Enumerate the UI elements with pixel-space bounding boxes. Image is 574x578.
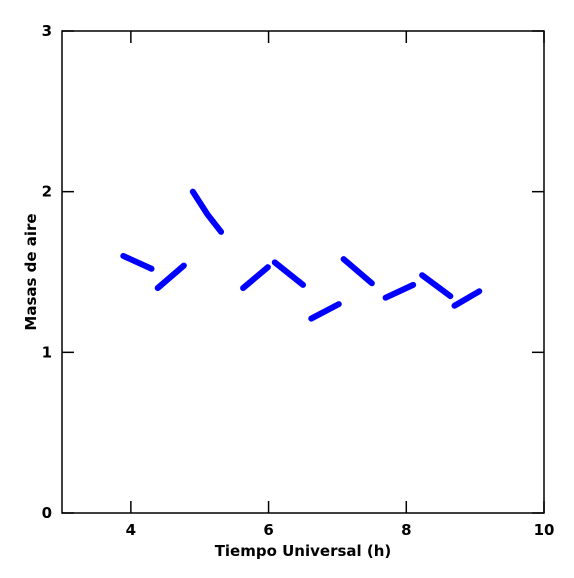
y-tick-label: 1 bbox=[42, 343, 52, 361]
y-tick-label: 0 bbox=[42, 504, 52, 522]
x-tick-label: 8 bbox=[401, 521, 411, 539]
x-tick-label: 10 bbox=[534, 521, 555, 539]
x-axis-label: Tiempo Universal (h) bbox=[215, 542, 392, 560]
y-tick-label: 2 bbox=[42, 183, 52, 201]
y-axis-label: Masas de aire bbox=[22, 213, 40, 330]
x-tick-label: 6 bbox=[263, 521, 273, 539]
x-tick-label: 4 bbox=[126, 521, 136, 539]
data-line bbox=[120, 188, 483, 322]
plot-frame bbox=[61, 30, 545, 514]
y-tick-label: 3 bbox=[42, 22, 52, 40]
